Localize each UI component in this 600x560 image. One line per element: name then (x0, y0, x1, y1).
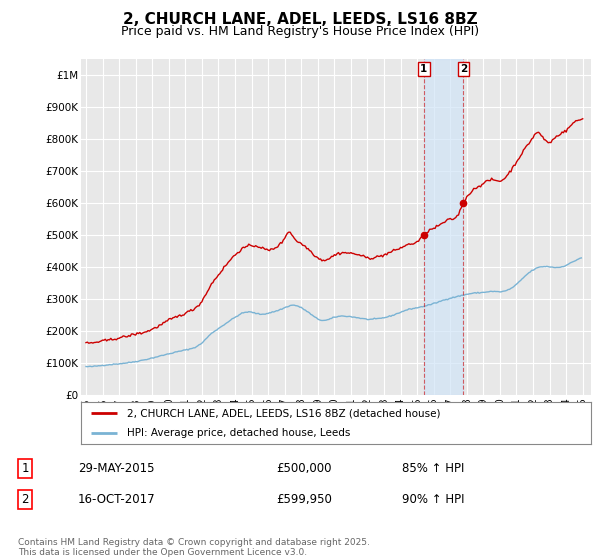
Text: 29-MAY-2015: 29-MAY-2015 (78, 462, 155, 475)
Text: 1: 1 (421, 64, 428, 74)
Text: 2: 2 (22, 493, 29, 506)
Text: Price paid vs. HM Land Registry's House Price Index (HPI): Price paid vs. HM Land Registry's House … (121, 25, 479, 38)
Text: £500,000: £500,000 (276, 462, 331, 475)
Bar (424, 59, 463, 395)
Text: 16-OCT-2017: 16-OCT-2017 (78, 493, 155, 506)
Text: £599,950: £599,950 (276, 493, 332, 506)
Text: HPI: Average price, detached house, Leeds: HPI: Average price, detached house, Leed… (127, 428, 350, 438)
Text: 2, CHURCH LANE, ADEL, LEEDS, LS16 8BZ: 2, CHURCH LANE, ADEL, LEEDS, LS16 8BZ (122, 12, 478, 27)
Text: Contains HM Land Registry data © Crown copyright and database right 2025.
This d: Contains HM Land Registry data © Crown c… (18, 538, 370, 557)
Text: 2: 2 (460, 64, 467, 74)
Text: 1: 1 (22, 462, 29, 475)
Text: 2, CHURCH LANE, ADEL, LEEDS, LS16 8BZ (detached house): 2, CHURCH LANE, ADEL, LEEDS, LS16 8BZ (d… (127, 408, 440, 418)
Text: 90% ↑ HPI: 90% ↑ HPI (402, 493, 464, 506)
Text: 85% ↑ HPI: 85% ↑ HPI (402, 462, 464, 475)
